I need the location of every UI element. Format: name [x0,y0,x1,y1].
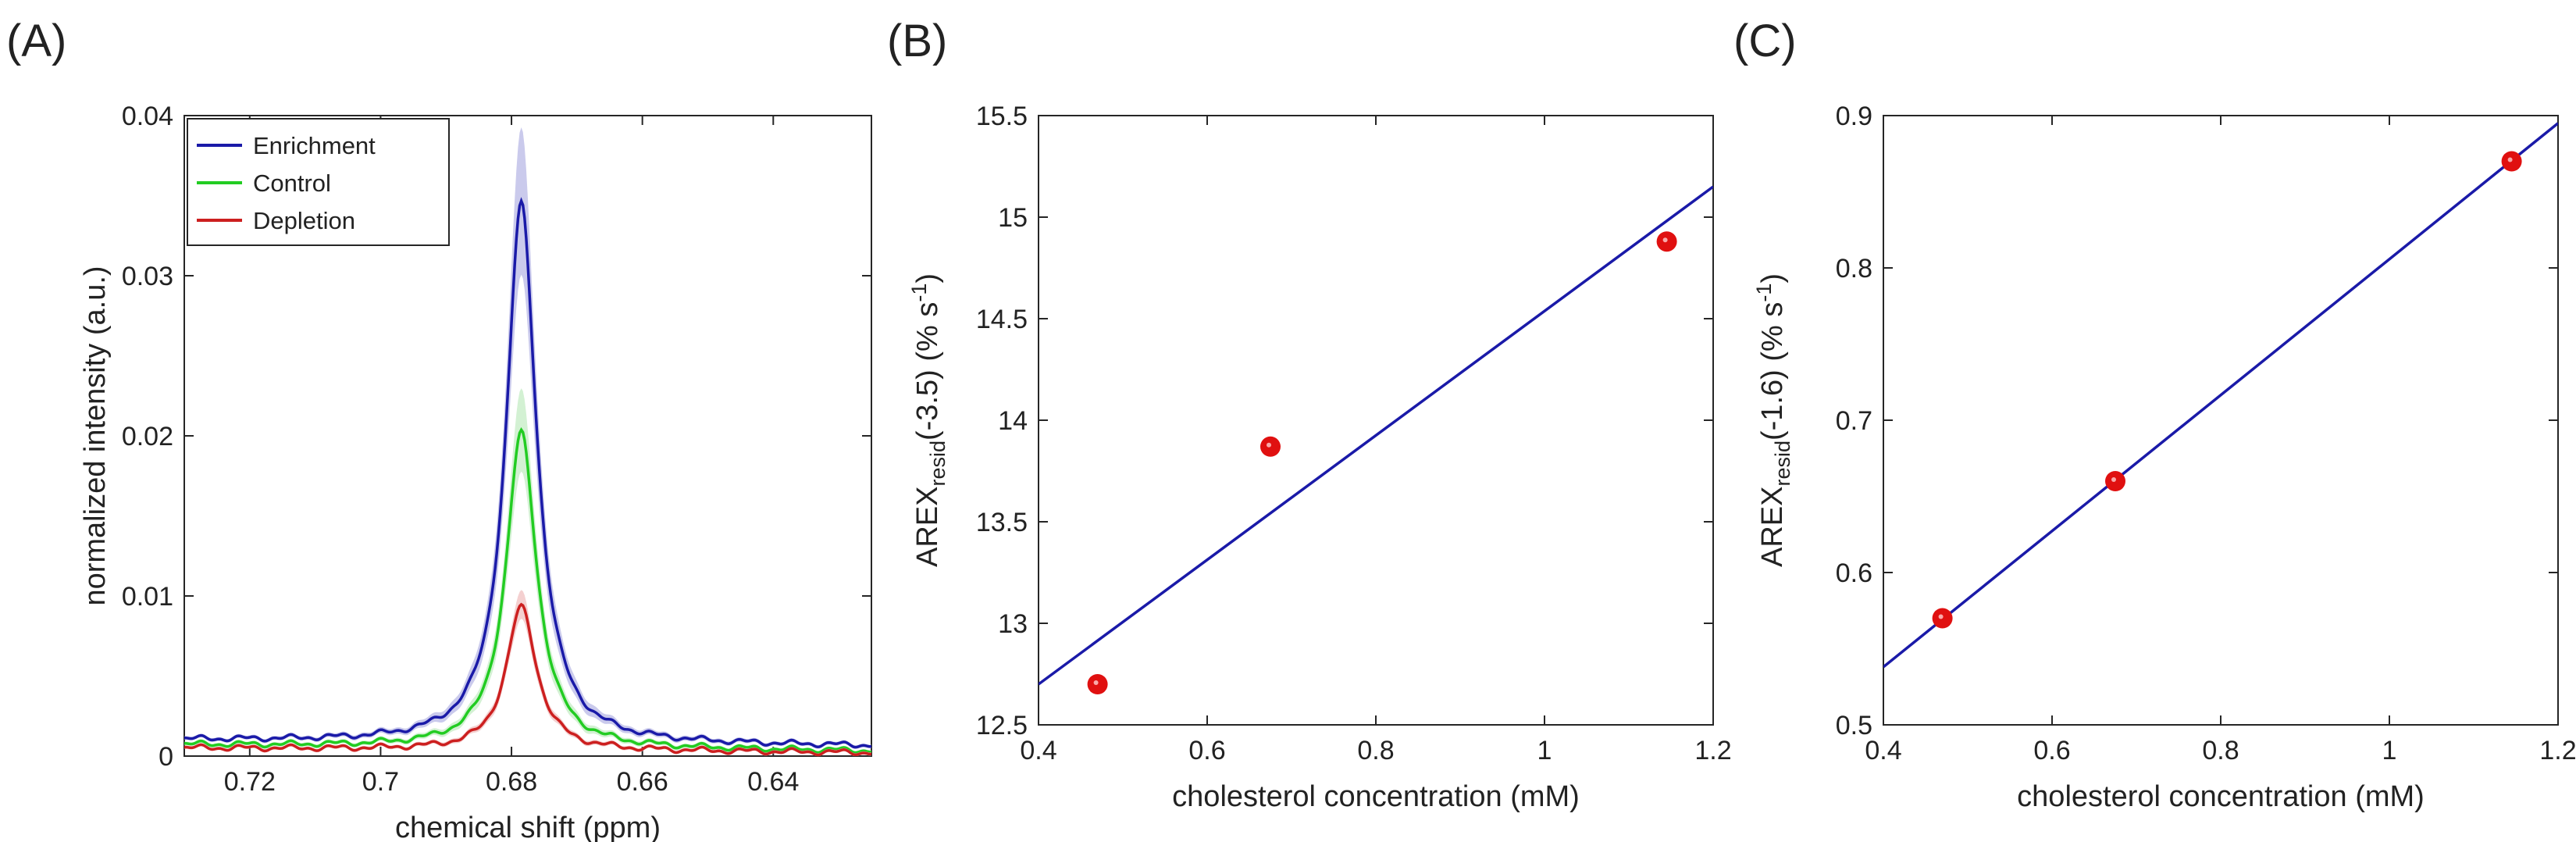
x-tick-label: 0.64 [747,767,799,797]
y-tick-label: 0.5 [1836,711,1872,740]
y-tick-label: 0.7 [1836,406,1872,436]
series-line-control [183,427,872,755]
y-tick-label: 13 [998,609,1028,639]
y-tick-label: 14.5 [976,305,1028,334]
x-tick-label: 0.4 [1865,736,1901,765]
x-tick-label: 1.2 [2539,736,2576,765]
legend-label-depletion: Depletion [253,207,355,234]
x-tick-label: 0.8 [2202,736,2239,765]
y-tick-label: 0.01 [122,582,173,612]
y-axis-label-main: AREX [911,487,944,567]
x-tick-label: 1.2 [1694,736,1731,765]
chart-panel-c: 0.4 0.6 0.8 1 1.2 0.5 0.6 0.7 0.8 0.9 cholesterol … [1752,102,2576,813]
y-axis-label-rest: (-3.5) (% s [911,302,944,441]
panel-letter-b: (B) [887,16,947,66]
x-tick-label: 0.4 [1020,736,1056,765]
y-tick-label: 14 [998,406,1028,436]
x-tick-label: 0.68 [486,767,537,797]
x-tick-label: 0.6 [2033,736,2070,765]
x-tick-label: 0.8 [1357,736,1394,765]
x-axis-label: cholesterol concentration (mM) [1172,780,1580,813]
y-tick-label: 12.5 [976,711,1028,740]
series-line-enrichment [183,197,871,749]
fit-line [1883,122,2558,669]
y-axis-label: AREXresid(-1.6) (% s-1) [1752,273,1794,567]
y-axis-label: AREXresid(-3.5) (% s-1) [907,273,950,567]
data-point-highlight [2111,477,2116,482]
x-tick-label: 1 [1537,736,1552,765]
y-axis-label-end: ) [911,273,944,284]
x-tick-label: 0.6 [1188,736,1225,765]
y-axis-label-main: AREX [1756,487,1789,567]
chart-panel-a: 0.72 0.7 0.68 0.66 0.64 0 0.01 0.02 0.03 0.04 chem… [79,102,872,842]
data-point-highlight [1662,237,1668,243]
panel-letter-a: (A) [6,16,66,66]
y-axis-label-rest: (-1.6) (% s [1756,302,1789,441]
y-axis-label-sup: -1 [907,284,931,302]
legend-label-enrichment: Enrichment [253,132,376,159]
y-tick-label: 0.02 [122,422,173,451]
y-tick-label: 0.03 [122,262,173,291]
y-tick-label: 15 [998,203,1028,233]
data-point-highlight [1938,614,1944,619]
y-axis-label-sup: -1 [1752,284,1776,302]
y-tick-label: 0.6 [1836,558,1872,588]
x-axis-label: chemical shift (ppm) [395,812,661,842]
y-axis-label-end: ) [1756,273,1789,284]
y-tick-label: 0.04 [122,102,173,131]
data-point-highlight [1093,680,1099,685]
y-tick-label: 0.8 [1836,254,1872,284]
fit-line [1039,185,1713,686]
data-point-highlight [1267,442,1271,448]
y-tick-label: 0.9 [1836,102,1872,131]
x-tick-label: 0.7 [362,767,399,797]
x-tick-label: 0.66 [617,767,668,797]
x-axis-label: cholesterol concentration (mM) [2017,780,2425,813]
y-tick-label: 0 [159,742,173,772]
y-axis-label-sub: resid [926,441,950,487]
y-axis-label: normalized intensity (a.u.) [79,266,112,605]
y-tick-label: 13.5 [976,508,1028,537]
x-tick-label: 1 [2382,736,2397,765]
data-point-highlight [2507,157,2513,162]
error-band-depletion [184,590,871,756]
chart-panel-b: 0.4 0.6 0.8 1 1.2 12.5 13 13.5 14 14.5 15 15.5 chole… [907,102,1732,813]
y-tick-label: 15.5 [976,102,1028,131]
axes-box [1038,115,1714,726]
error-band-control [184,388,871,755]
legend-label-control: Control [253,169,331,197]
panel-letter-c: (C) [1733,16,1797,66]
y-axis-label-sub: resid [1771,441,1794,487]
axes-box [1883,115,2559,726]
series-line-depletion [183,602,871,757]
x-tick-label: 0.72 [224,767,276,797]
